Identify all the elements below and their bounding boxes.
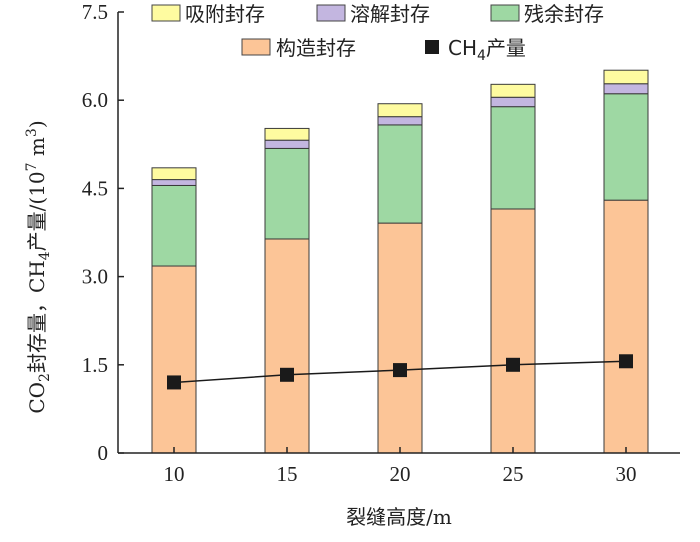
bar-adsorption-15 bbox=[264, 127, 310, 141]
x-tick-label: 30 bbox=[616, 462, 637, 486]
legend-label-structural: 构造封存 bbox=[276, 36, 356, 60]
bar-structural-15 bbox=[264, 238, 310, 454]
ch4-point-20 bbox=[393, 363, 407, 378]
y-ticks: 0 1.5 3.0 4.5 6.0 7.5 bbox=[82, 0, 124, 465]
bar-residual-25 bbox=[490, 106, 536, 210]
ch4-point-10 bbox=[167, 375, 181, 390]
bar-structural-20 bbox=[377, 222, 423, 454]
legend-label-dissolution: 溶解封存 bbox=[350, 2, 430, 26]
legend-swatch-adsorption bbox=[151, 4, 181, 22]
legend-swatch-residual bbox=[490, 4, 520, 22]
x-tick-label: 15 bbox=[277, 462, 298, 486]
bar-adsorption-20 bbox=[377, 103, 423, 118]
x-tick-label: 20 bbox=[390, 462, 411, 486]
bar-residual-15 bbox=[264, 147, 310, 240]
y-tick-label: 3.0 bbox=[82, 265, 108, 289]
bar-dissolution-30 bbox=[603, 83, 649, 95]
legend-label-residual: 残余封存 bbox=[524, 2, 604, 26]
ch4-point-30 bbox=[619, 354, 633, 369]
legend-swatch-dissolution bbox=[316, 4, 346, 22]
x-tick-label: 25 bbox=[503, 462, 524, 486]
y-tick-label: 7.5 bbox=[82, 0, 108, 24]
x-ticks: 10 15 20 25 30 bbox=[164, 447, 637, 486]
ch4-point-15 bbox=[280, 367, 294, 382]
y-tick-label: 1.5 bbox=[82, 353, 108, 377]
legend: 吸附封存 溶解封存 残余封存 构造封存 CH4产量 bbox=[151, 2, 604, 64]
axes-layer bbox=[117, 12, 680, 454]
ch4-line-layer bbox=[167, 354, 633, 390]
y-tick-label: 0 bbox=[98, 441, 109, 465]
bar-structural-30 bbox=[603, 199, 649, 454]
bar-structural-25 bbox=[490, 208, 536, 454]
y-tick-label: 6.0 bbox=[82, 88, 108, 112]
y-tick-label: 4.5 bbox=[82, 176, 108, 200]
x-axis-label: 裂缝高度/m bbox=[346, 505, 452, 529]
x-tick-label: 10 bbox=[164, 462, 185, 486]
bars-layer bbox=[151, 69, 649, 454]
bar-dissolution-25 bbox=[490, 96, 536, 108]
bar-adsorption-30 bbox=[603, 69, 649, 85]
legend-label-ch4: CH4产量 bbox=[448, 36, 526, 64]
bar-residual-20 bbox=[377, 124, 423, 224]
bar-structural-10 bbox=[151, 265, 197, 454]
bar-residual-30 bbox=[603, 93, 649, 201]
bar-adsorption-25 bbox=[490, 83, 536, 98]
legend-swatch-structural bbox=[241, 38, 271, 56]
legend-label-adsorption: 吸附封存 bbox=[185, 2, 265, 26]
legend-marker-ch4 bbox=[425, 40, 439, 54]
bar-dissolution-10 bbox=[151, 179, 197, 186]
bar-adsorption-10 bbox=[151, 167, 197, 181]
ch4-point-25 bbox=[506, 357, 520, 372]
bar-dissolution-20 bbox=[377, 116, 423, 126]
y-axis-label: CO2封存量，CH4产量/(107 m3) bbox=[24, 120, 53, 413]
bar-dissolution-15 bbox=[264, 139, 310, 149]
bar-residual-10 bbox=[151, 184, 197, 267]
